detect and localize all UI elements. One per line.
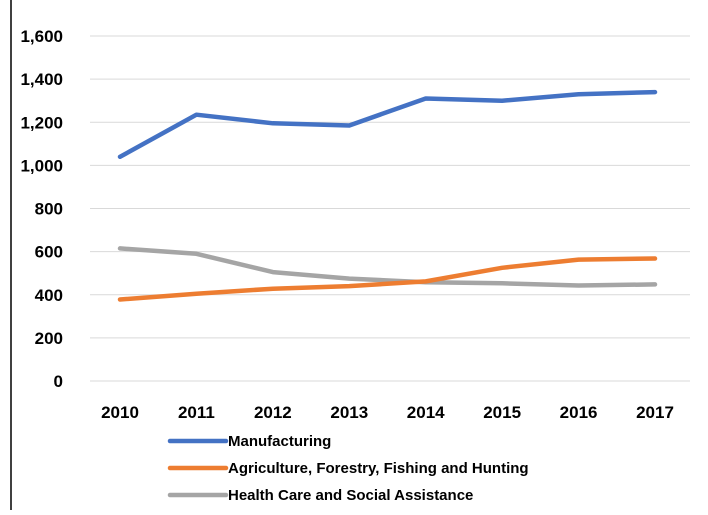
legend: Manufacturing Agriculture, Forestry, Fish…: [170, 433, 529, 504]
x-tick-label: 2013: [330, 403, 368, 422]
x-tick-label: 2017: [636, 403, 674, 422]
x-tick-label: 2011: [178, 403, 215, 422]
y-tick-label: 200: [35, 329, 63, 348]
legend-label: Agriculture, Forestry, Fishing and Hunti…: [228, 460, 529, 477]
legend-label: Health Care and Social Assistance: [228, 487, 473, 504]
y-tick-label: 1,600: [20, 27, 63, 46]
x-tick-label: 2016: [560, 403, 598, 422]
series-line-0: [120, 92, 655, 157]
series-lines: [120, 92, 655, 299]
y-tick-label: 800: [35, 200, 63, 219]
y-tick-label: 0: [54, 372, 63, 391]
y-tick-label: 600: [35, 243, 63, 262]
series-line-2: [120, 248, 655, 285]
x-tick-label: 2014: [407, 403, 445, 422]
y-tick-label: 1,000: [20, 156, 63, 175]
x-tick-label: 2015: [483, 403, 521, 422]
x-tick-label: 2012: [254, 403, 292, 422]
x-tick-label: 2010: [101, 403, 139, 422]
gridlines: [90, 36, 690, 381]
x-axis-tick-labels: 2010 2011 2012 2013 2014 2015 2016 2017: [101, 403, 674, 422]
y-tick-label: 400: [35, 286, 63, 305]
y-tick-label: 1,200: [20, 113, 63, 132]
y-axis-tick-labels: 0 200 400 600 800 1,000 1,200 1,400 1,600: [20, 27, 63, 391]
legend-label: Manufacturing: [228, 433, 331, 450]
y-tick-label: 1,400: [20, 70, 63, 89]
